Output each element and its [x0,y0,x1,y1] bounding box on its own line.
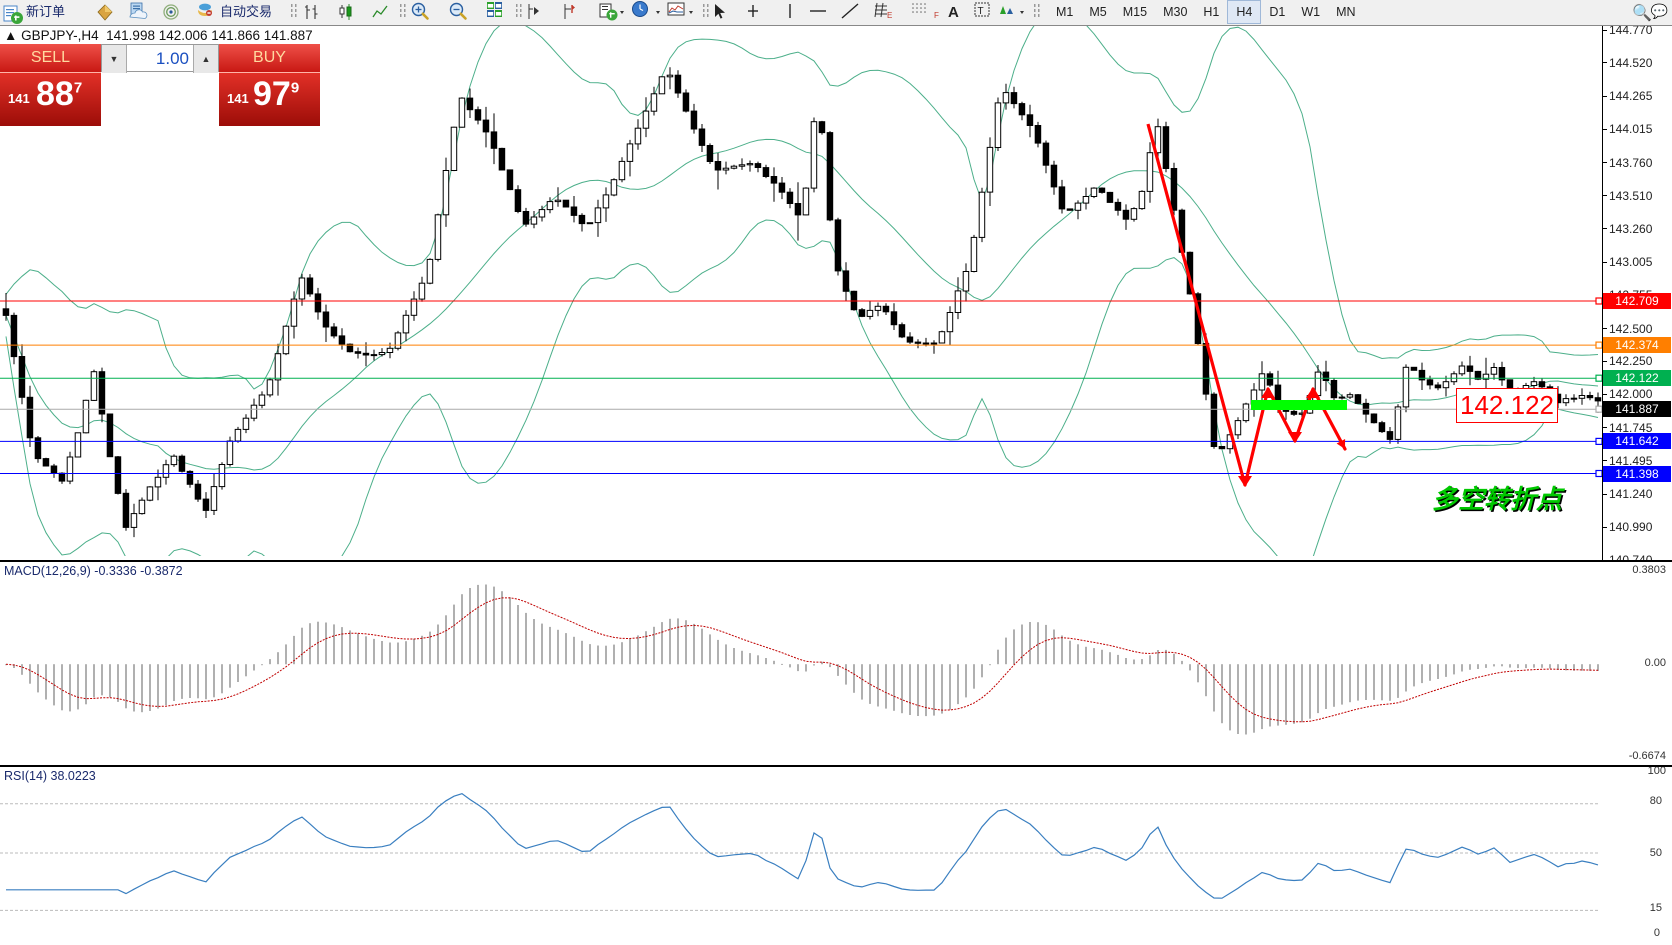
svg-text:新订单: 新订单 [26,4,65,19]
svg-text:自动交易: 自动交易 [220,4,272,19]
svg-text:E: E [887,11,892,20]
svg-text:F: F [934,11,939,20]
svg-text:T: T [978,6,984,17]
svg-text:A: A [948,4,959,21]
